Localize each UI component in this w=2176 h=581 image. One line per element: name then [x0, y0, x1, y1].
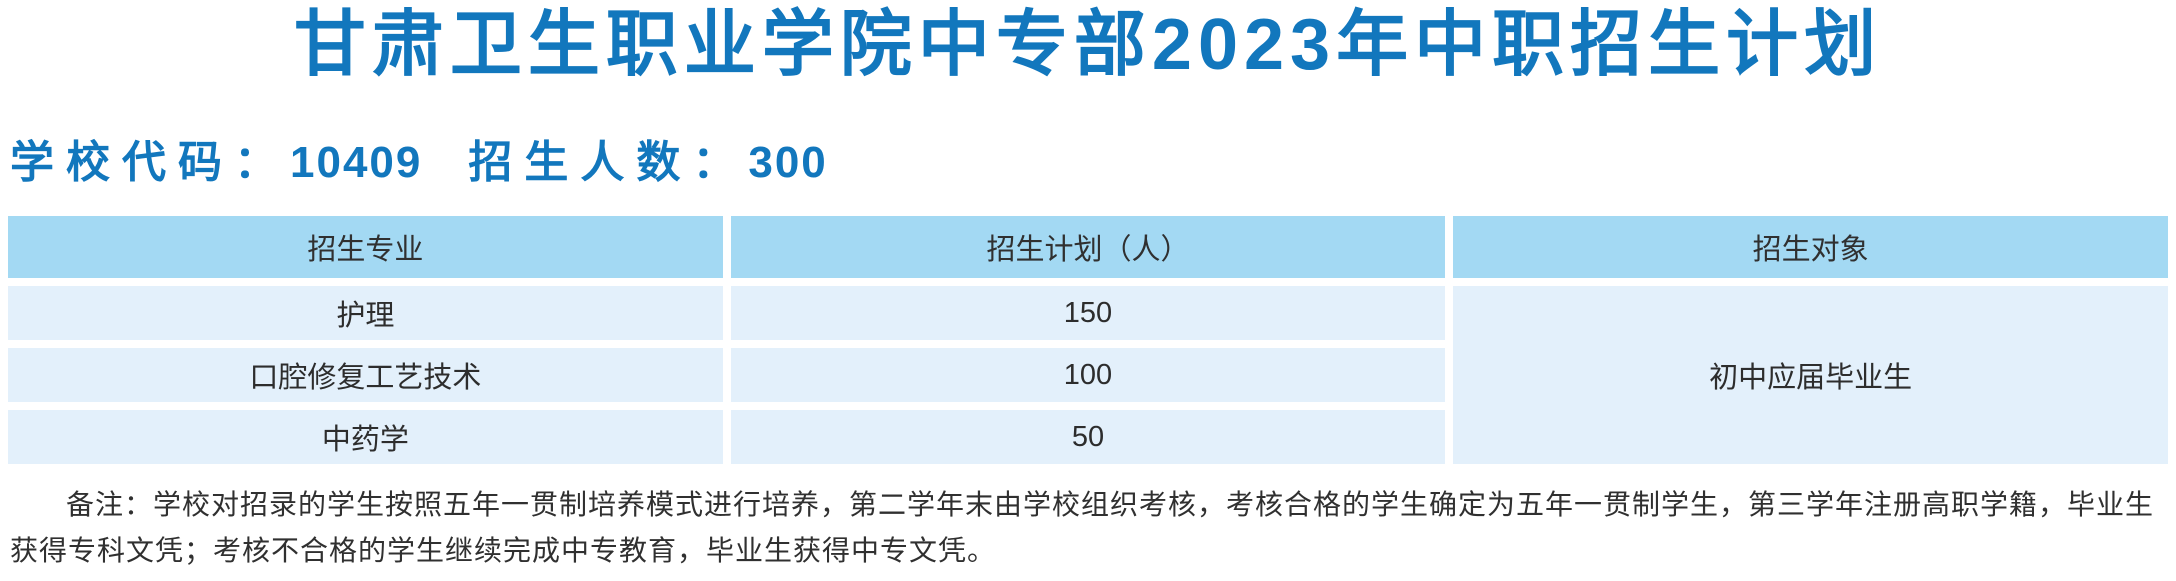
enrollment-table: 招生专业 招生计划（人） 招生对象 护理 150 初中应届毕业生 口腔修复工艺技… — [8, 216, 2168, 464]
column-header-plan: 招生计划（人） — [730, 216, 1446, 278]
school-info-line: 学校代码：10409 招生人数：300 — [10, 126, 2176, 190]
table-cell-target-merged: 初中应届毕业生 — [1453, 286, 2168, 464]
page-title: 甘肃卫生职业学院中专部2023年中职招生计划 — [293, 5, 1883, 85]
remark-note: 备注：学校对招录的学生按照五年一贯制培养模式进行培养，第二学年末由学校组织考核，… — [10, 489, 2155, 566]
school-code-value: 10409 — [290, 138, 423, 187]
enrollment-count-label: 招生人数： — [468, 138, 749, 187]
school-code-label: 学校代码： — [10, 138, 290, 187]
table-row-major-dental: 口腔修复工艺技术 — [8, 348, 723, 402]
column-header-major: 招生专业 — [8, 216, 723, 278]
column-header-target: 招生对象 — [1453, 216, 2168, 278]
table-row-plan-nursing: 150 — [730, 286, 1446, 340]
enrollment-count-value: 300 — [748, 138, 828, 187]
table-row-major-nursing: 护理 — [8, 286, 723, 340]
table-row-plan-dental: 100 — [730, 348, 1446, 402]
table-row-plan-pharmacy: 50 — [730, 410, 1446, 464]
table-row-major-pharmacy: 中药学 — [8, 410, 723, 464]
